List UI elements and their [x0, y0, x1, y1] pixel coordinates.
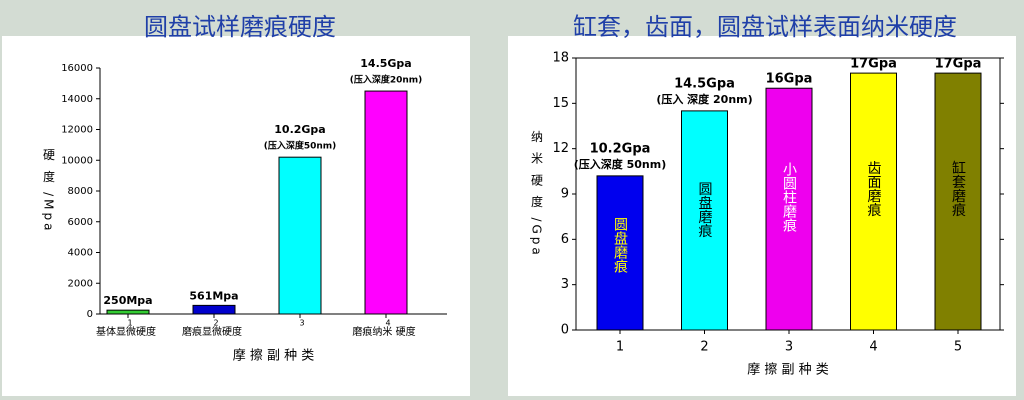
- bar: [364, 90, 408, 315]
- category-label: 基体显微硬度: [96, 325, 156, 338]
- y-tick-label: 12000: [61, 125, 93, 136]
- value-note: (压入深度 50nm): [574, 157, 667, 171]
- y-tick-label: 12: [552, 141, 569, 156]
- y-tick-label: 15: [552, 96, 569, 111]
- bar: [596, 175, 644, 331]
- bar-text: 圆盘磨痕: [697, 181, 713, 237]
- y-tick-label: 14000: [61, 94, 93, 105]
- value-label: 17Gpa: [935, 57, 982, 72]
- y-axis-label: 硬 度 /Mpa: [42, 149, 56, 234]
- value-label: 250Mpa: [103, 294, 152, 307]
- x-tick-label: 5: [954, 340, 962, 355]
- y-tick-label: 4000: [68, 248, 93, 259]
- y-tick-label: 10000: [61, 155, 93, 166]
- value-note: (压入 深度 20nm): [656, 92, 752, 106]
- x-tick-label: 2: [700, 340, 708, 355]
- bar: [106, 309, 150, 315]
- bar-text: 圆盘磨痕: [612, 217, 628, 273]
- y-tick-label: 9: [561, 187, 569, 202]
- bar-text: 小圆柱磨痕: [781, 162, 797, 232]
- value-label: 17Gpa: [850, 57, 897, 72]
- category-label: 磨痕纳米 硬度: [352, 325, 415, 338]
- value-note: (压入深度50nm): [264, 140, 337, 152]
- value-label: 14.5Gpa: [674, 76, 735, 91]
- x-tick-label: 1: [616, 340, 624, 355]
- value-label: 10.2Gpa: [590, 141, 651, 156]
- bar: [278, 156, 322, 315]
- x-tick-label: 4: [385, 319, 390, 328]
- chart-title: 缸套，齿面，圆盘试样表面纳米硬度: [573, 13, 957, 41]
- bar: [765, 87, 813, 331]
- bar-text: 齿面磨痕: [866, 161, 882, 217]
- bar: [681, 110, 728, 331]
- y-tick-label: 6: [561, 232, 569, 247]
- x-tick-label: 1: [127, 319, 132, 328]
- y-tick-label: 2000: [68, 278, 93, 289]
- x-tick-label: 3: [785, 340, 793, 355]
- y-tick-label: 3: [561, 277, 569, 292]
- y-tick-label: 8000: [68, 186, 93, 197]
- value-label: 10.2Gpa: [274, 123, 325, 136]
- right-panel: [508, 36, 1016, 396]
- x-tick-label: 3: [299, 319, 304, 328]
- category-label: 磨痕显微硬度: [182, 325, 242, 338]
- x-axis-label: 摩 擦 副 种 类: [233, 348, 315, 364]
- y-tick-label: 0: [561, 323, 569, 338]
- x-tick-label: 4: [869, 340, 877, 355]
- y-tick-label: 6000: [68, 217, 93, 228]
- bar: [192, 304, 236, 315]
- y-tick-label: 0: [87, 309, 93, 320]
- value-label: 16Gpa: [766, 72, 813, 87]
- x-tick-label: 2: [213, 319, 218, 328]
- y-tick-label: 18: [552, 51, 569, 66]
- x-axis-label: 摩 擦 副 种 类: [747, 362, 829, 378]
- y-axis-label: 纳 米 硬 度 /Gpa: [530, 130, 544, 258]
- value-label: 14.5Gpa: [360, 57, 411, 70]
- bar: [934, 72, 982, 331]
- chart-title: 圆盘试样磨痕硬度: [144, 13, 336, 41]
- y-tick-label: 16000: [61, 63, 93, 74]
- value-label: 561Mpa: [189, 289, 238, 302]
- value-note: (压入深度20nm): [350, 74, 423, 86]
- bar-text: 缸套磨痕: [950, 160, 966, 217]
- bar: [850, 72, 897, 331]
